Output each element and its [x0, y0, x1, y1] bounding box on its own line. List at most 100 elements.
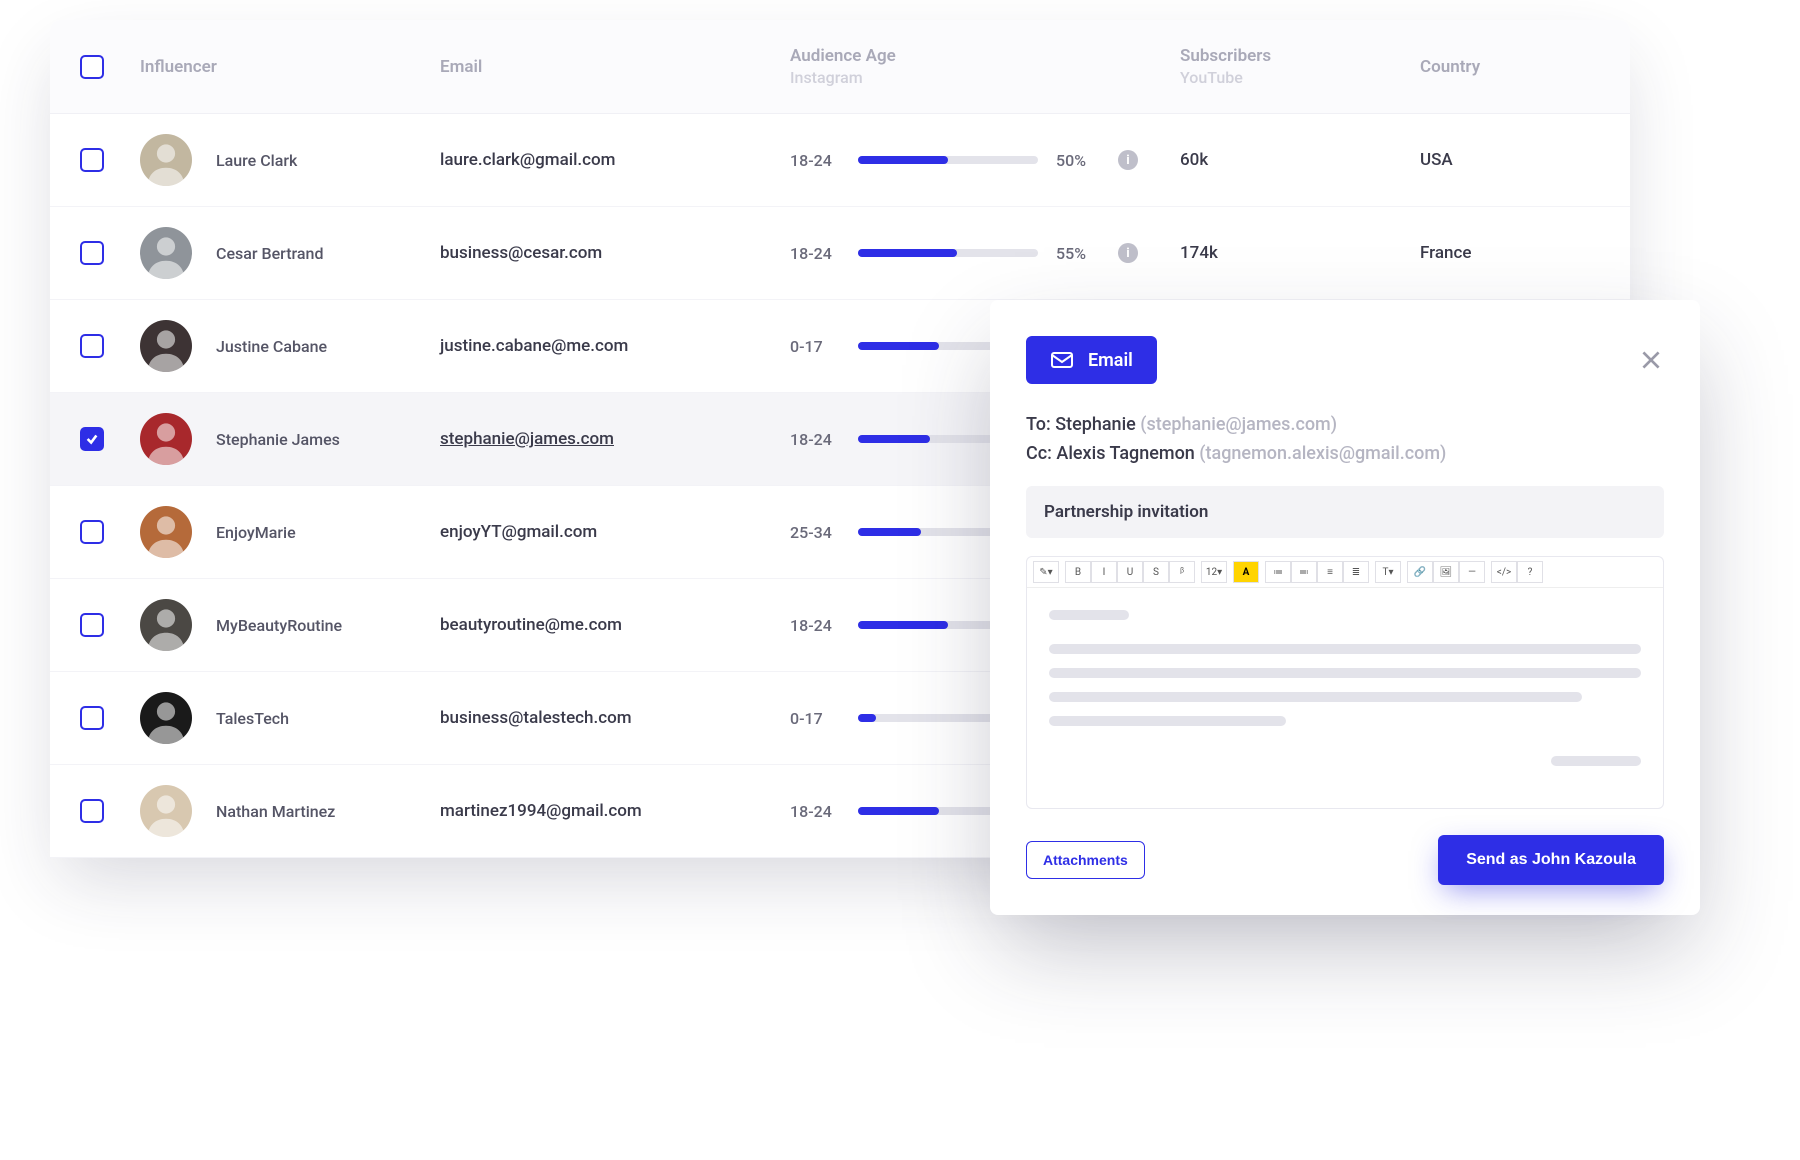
to-line: To: Stephanie (stephanie@james.com): [1026, 414, 1664, 435]
avatar: [140, 692, 192, 744]
envelope-icon: [1050, 348, 1074, 372]
toolbar-button[interactable]: T▾: [1375, 561, 1401, 583]
to-name: Stephanie: [1055, 414, 1136, 435]
age-bar: [858, 249, 1038, 257]
placeholder-line: [1049, 716, 1286, 726]
row-checkbox[interactable]: [80, 241, 104, 265]
toolbar-button[interactable]: ≡: [1317, 561, 1343, 583]
email-cell[interactable]: business@cesar.com: [440, 243, 790, 263]
header-subscribers-sub: YouTube: [1180, 68, 1420, 87]
toolbar-button[interactable]: A: [1233, 561, 1259, 583]
toolbar-button[interactable]: </>: [1491, 561, 1517, 583]
influencer-name: Cesar Bertrand: [216, 244, 323, 263]
toolbar-button[interactable]: ≣: [1343, 561, 1369, 583]
info-icon[interactable]: i: [1118, 243, 1138, 263]
avatar: [140, 320, 192, 372]
header-email: Email: [440, 57, 790, 77]
country-cell: USA: [1420, 150, 1660, 170]
header-influencer: Influencer: [140, 57, 440, 77]
avatar: [140, 134, 192, 186]
placeholder-line: [1049, 668, 1641, 678]
send-button[interactable]: Send as John Kazoula: [1438, 835, 1664, 885]
toolbar-button[interactable]: B: [1065, 561, 1091, 583]
toolbar-button[interactable]: ?: [1517, 561, 1543, 583]
age-range: 18-24: [790, 151, 840, 170]
select-all-checkbox[interactable]: [80, 55, 104, 79]
influencer-name: TalesTech: [216, 709, 289, 728]
age-pct: 55%: [1056, 244, 1100, 263]
toolbar-button[interactable]: I: [1091, 561, 1117, 583]
row-checkbox[interactable]: [80, 799, 104, 823]
subscribers-cell: 174k: [1180, 243, 1420, 263]
email-composer: Email To: Stephanie (stephanie@james.com…: [990, 300, 1700, 915]
age-range: 0-17: [790, 337, 840, 356]
editor-placeholder-content: [1027, 588, 1663, 766]
attachments-button[interactable]: Attachments: [1026, 841, 1145, 879]
avatar: [140, 785, 192, 837]
email-cell[interactable]: stephanie@james.com: [440, 429, 790, 449]
avatar: [140, 413, 192, 465]
toolbar-button[interactable]: 🔗: [1407, 561, 1433, 583]
toolbar-button[interactable]: ✎▾: [1033, 561, 1059, 583]
influencer-name: Laure Clark: [216, 151, 297, 170]
placeholder-line: [1049, 692, 1582, 702]
toolbar-button[interactable]: ᵝ: [1169, 561, 1195, 583]
influencer-name: Justine Cabane: [216, 337, 327, 356]
email-cell[interactable]: martinez1994@gmail.com: [440, 801, 790, 821]
toolbar-button[interactable]: ≔: [1265, 561, 1291, 583]
age-pct: 50%: [1056, 151, 1100, 170]
row-checkbox[interactable]: [80, 706, 104, 730]
avatar: [140, 599, 192, 651]
toolbar-button[interactable]: 12▾: [1201, 561, 1227, 583]
toolbar-button[interactable]: U: [1117, 561, 1143, 583]
avatar: [140, 506, 192, 558]
email-cell[interactable]: laure.clark@gmail.com: [440, 150, 790, 170]
influencer-name: Nathan Martinez: [216, 802, 335, 821]
email-cell[interactable]: justine.cabane@me.com: [440, 336, 790, 356]
age-range: 18-24: [790, 616, 840, 635]
to-email: (stephanie@james.com): [1140, 414, 1337, 435]
header-country: Country: [1420, 57, 1660, 77]
placeholder-line: [1049, 644, 1641, 654]
editor-toolbar: ✎▾ BIUSᵝ 12▾ A ≔≕≡≣ T▾ 🔗🖼— </>?: [1027, 557, 1663, 588]
subscribers-cell: 60k: [1180, 150, 1420, 170]
age-range: 18-24: [790, 430, 840, 449]
to-label: To:: [1026, 414, 1051, 435]
table-row[interactable]: Cesar Bertrandbusiness@cesar.com18-2455%…: [50, 207, 1630, 300]
close-icon[interactable]: [1638, 347, 1664, 373]
influencer-name: MyBeautyRoutine: [216, 616, 342, 635]
email-pill[interactable]: Email: [1026, 336, 1157, 384]
toolbar-button[interactable]: —: [1459, 561, 1485, 583]
country-cell: France: [1420, 243, 1660, 263]
email-pill-label: Email: [1088, 350, 1133, 371]
avatar: [140, 227, 192, 279]
toolbar-button[interactable]: S: [1143, 561, 1169, 583]
subject-input[interactable]: Partnership invitation: [1026, 486, 1664, 538]
influencer-name: Stephanie James: [216, 430, 340, 449]
table-row[interactable]: Laure Clark laure.clark@gmail.com18-24 50%…: [50, 114, 1630, 207]
toolbar-button[interactable]: 🖼: [1433, 561, 1459, 583]
info-icon[interactable]: i: [1118, 150, 1138, 170]
cc-name: Alexis Tagnemon: [1056, 443, 1194, 464]
row-checkbox[interactable]: [80, 427, 104, 451]
row-checkbox[interactable]: [80, 613, 104, 637]
cc-label: Cc:: [1026, 443, 1052, 464]
row-checkbox[interactable]: [80, 148, 104, 172]
age-range: 25-34: [790, 523, 840, 542]
age-range: 0-17: [790, 709, 840, 728]
cc-line: Cc: Alexis Tagnemon (tagnemon.alexis@gma…: [1026, 443, 1664, 464]
email-cell[interactable]: business@talestech.com: [440, 708, 790, 728]
age-bar: [858, 156, 1038, 164]
placeholder-line: [1049, 610, 1129, 620]
email-cell[interactable]: enjoyYT@gmail.com: [440, 522, 790, 542]
row-checkbox[interactable]: [80, 520, 104, 544]
email-body-editor[interactable]: ✎▾ BIUSᵝ 12▾ A ≔≕≡≣ T▾ 🔗🖼— </>?: [1026, 556, 1664, 809]
header-audience-age-sub: Instagram: [790, 68, 1180, 87]
toolbar-button[interactable]: ≕: [1291, 561, 1317, 583]
influencer-name: EnjoyMarie: [216, 523, 296, 542]
table-header: Influencer Email Audience Age Instagram …: [50, 20, 1630, 114]
row-checkbox[interactable]: [80, 334, 104, 358]
email-cell[interactable]: beautyroutine@me.com: [440, 615, 790, 635]
header-subscribers: Subscribers: [1180, 46, 1420, 66]
cc-email: (tagnemon.alexis@gmail.com): [1199, 443, 1446, 464]
